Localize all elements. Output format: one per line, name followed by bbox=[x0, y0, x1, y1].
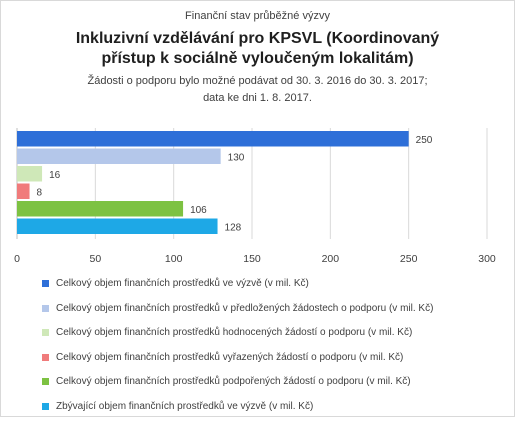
legend-item: Celkový objem finančních prostředků v př… bbox=[42, 303, 512, 328]
legend-label: Celkový objem finančních prostředků v př… bbox=[56, 303, 433, 315]
chart-legend: Celkový objem finančních prostředků ve v… bbox=[42, 278, 512, 425]
legend-item: Zbývající objem finančních prostředků ve… bbox=[42, 401, 512, 425]
x-tick-label: 250 bbox=[400, 253, 418, 265]
data-label: 250 bbox=[416, 135, 433, 146]
bar bbox=[17, 166, 42, 182]
x-tick-label: 300 bbox=[478, 253, 496, 265]
bar bbox=[17, 149, 221, 165]
x-tick-label: 100 bbox=[165, 253, 183, 265]
legend-swatch bbox=[42, 280, 49, 287]
legend-item: Celkový objem finančních prostředků vyřa… bbox=[42, 352, 512, 377]
legend-swatch bbox=[42, 329, 49, 336]
legend-label: Celkový objem finančních prostředků vyřa… bbox=[56, 352, 403, 364]
legend-label: Celkový objem finančních prostředků podp… bbox=[56, 376, 411, 388]
data-label: 106 bbox=[190, 205, 207, 216]
legend-item: Celkový objem finančních prostředků hodn… bbox=[42, 327, 512, 352]
bar bbox=[17, 219, 218, 235]
legend-label: Celkový objem finančních prostředků hodn… bbox=[56, 327, 412, 339]
bar bbox=[17, 201, 183, 217]
bar bbox=[17, 184, 30, 200]
data-label: 128 bbox=[225, 222, 242, 233]
legend-label: Zbývající objem finančních prostředků ve… bbox=[56, 401, 313, 413]
data-label: 130 bbox=[228, 152, 245, 163]
x-tick-label: 150 bbox=[243, 253, 261, 265]
legend-item: Celkový objem finančních prostředků podp… bbox=[42, 376, 512, 401]
data-label: 16 bbox=[49, 170, 61, 181]
legend-item: Celkový objem finančních prostředků ve v… bbox=[42, 278, 512, 303]
x-tick-label: 200 bbox=[322, 253, 340, 265]
x-tick-label: 50 bbox=[89, 253, 101, 265]
legend-swatch bbox=[42, 305, 49, 312]
legend-label: Celkový objem finančních prostředků ve v… bbox=[56, 278, 309, 290]
legend-swatch bbox=[42, 354, 49, 361]
legend-swatch bbox=[42, 403, 49, 410]
bar bbox=[17, 131, 409, 147]
x-tick-label: 0 bbox=[14, 253, 20, 265]
legend-swatch bbox=[42, 378, 49, 385]
data-label: 8 bbox=[37, 187, 43, 198]
